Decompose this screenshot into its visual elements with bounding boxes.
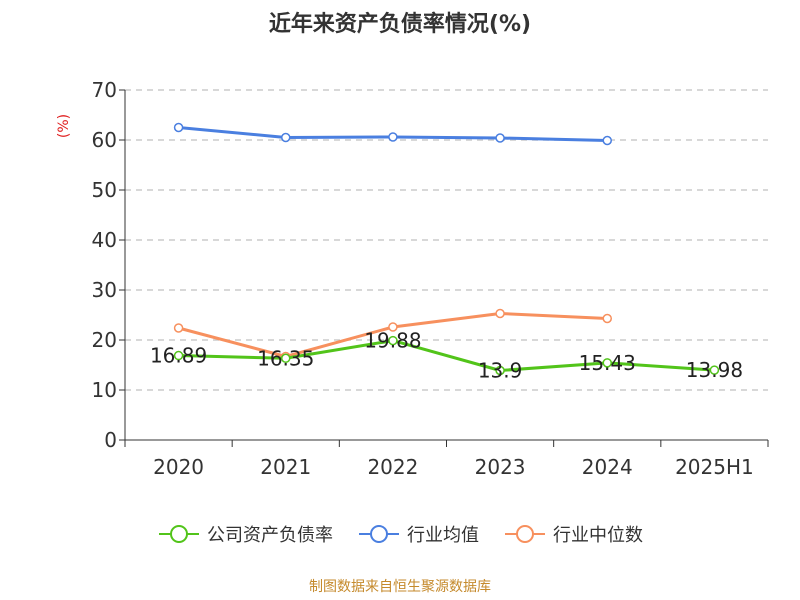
legend-item-industry-median[interactable]: 行业中位数 bbox=[503, 521, 643, 547]
y-tick-label: 40 bbox=[92, 228, 117, 252]
y-tick-label: 20 bbox=[92, 328, 117, 352]
data-point bbox=[173, 122, 184, 133]
y-tick-label: 50 bbox=[92, 178, 117, 202]
x-tick-label: 2022 bbox=[367, 455, 418, 479]
legend-label: 行业均值 bbox=[407, 525, 479, 546]
data-label: 16.35 bbox=[257, 346, 314, 370]
series-line bbox=[178, 339, 715, 372]
y-tick-label: 0 bbox=[104, 428, 117, 452]
data-point bbox=[173, 323, 184, 333]
data-point bbox=[495, 133, 505, 143]
axes: 0 10 20 30 40 50 60 70 2020 2021 2022 2023 2024 2025H… bbox=[92, 78, 769, 479]
legend-marker-icon bbox=[159, 525, 199, 543]
legend-label: 行业中位数 bbox=[553, 525, 643, 546]
y-tick-label: 30 bbox=[92, 278, 117, 302]
x-tick-label: 2020 bbox=[153, 455, 204, 479]
data-point bbox=[495, 308, 505, 319]
data-point bbox=[602, 358, 612, 368]
x-tick-label: 2024 bbox=[582, 455, 633, 479]
series-lines bbox=[173, 122, 720, 376]
source-note: 制图数据来自恒生聚源数据库 bbox=[309, 579, 491, 595]
data-label: 13.9 bbox=[478, 359, 523, 383]
data-point bbox=[173, 350, 184, 361]
data-point bbox=[602, 135, 612, 146]
data-point bbox=[388, 132, 398, 142]
legend-item-company[interactable]: 公司资产负债率 bbox=[157, 521, 333, 547]
chart-title: 近年来资产负债率情况(%) bbox=[268, 12, 532, 37]
data-point bbox=[602, 313, 612, 324]
y-tick-label: 60 bbox=[92, 128, 117, 152]
data-point bbox=[388, 322, 398, 332]
data-label: 13.98 bbox=[686, 358, 743, 382]
legend: 公司资产负债率 行业均值 行业中位数 bbox=[0, 521, 800, 547]
data-point bbox=[281, 132, 291, 143]
y-tick-label: 10 bbox=[92, 378, 117, 402]
legend-label: 公司资产负债率 bbox=[207, 525, 333, 546]
data-label: 16.89 bbox=[150, 344, 207, 368]
data-labels: 16.89 16.35 19.88 13.9 15.43 13.98 bbox=[150, 329, 743, 383]
data-point bbox=[495, 365, 505, 376]
legend-marker-icon bbox=[359, 525, 399, 543]
y-axis-label: (%) bbox=[56, 114, 72, 138]
data-label: 19.88 bbox=[364, 329, 421, 353]
y-tick-label: 70 bbox=[92, 78, 117, 102]
grid-lines bbox=[125, 89, 768, 391]
x-tick-label: 2021 bbox=[260, 455, 311, 479]
x-tick-label: 2025H1 bbox=[675, 455, 754, 479]
legend-marker-icon bbox=[505, 525, 545, 543]
data-point bbox=[281, 353, 291, 363]
data-point bbox=[709, 365, 720, 375]
legend-item-industry-avg[interactable]: 行业均值 bbox=[357, 521, 479, 547]
data-label: 15.43 bbox=[579, 351, 636, 375]
x-tick-label: 2023 bbox=[475, 455, 526, 479]
data-point bbox=[388, 335, 398, 346]
